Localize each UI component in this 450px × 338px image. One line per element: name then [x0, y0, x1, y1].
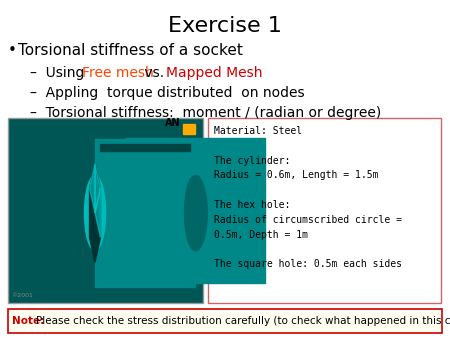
Bar: [8, 118, 203, 303]
Polygon shape: [95, 188, 100, 238]
Ellipse shape: [183, 175, 207, 251]
Text: –  Appling  torque distributed  on nodes: – Appling torque distributed on nodes: [30, 86, 305, 100]
Polygon shape: [90, 164, 95, 213]
Text: AN: AN: [165, 118, 180, 128]
Polygon shape: [100, 144, 190, 151]
Text: •: •: [8, 43, 17, 58]
Text: ©2001: ©2001: [11, 293, 33, 298]
Bar: [208, 118, 441, 303]
Polygon shape: [125, 138, 265, 283]
Polygon shape: [95, 139, 195, 287]
Text: Exercise 1: Exercise 1: [168, 16, 282, 36]
Text: Mapped Mesh: Mapped Mesh: [166, 66, 262, 80]
Text: Please check the stress distribution carefully (to check what happened in this c: Please check the stress distribution car…: [36, 316, 450, 326]
Text: vs.: vs.: [140, 66, 168, 80]
Ellipse shape: [184, 176, 206, 250]
Text: –  Torsional stiffness:  moment / (radian or degree): – Torsional stiffness: moment / (radian …: [30, 106, 381, 120]
Bar: [183, 124, 195, 134]
Text: Free mesh: Free mesh: [82, 66, 154, 80]
Text: –  Using: – Using: [30, 66, 89, 80]
Text: Note:: Note:: [12, 316, 44, 326]
Text: Torsional stiffness of a socket: Torsional stiffness of a socket: [18, 43, 243, 58]
Bar: [8, 309, 442, 333]
Polygon shape: [90, 164, 100, 262]
Polygon shape: [95, 164, 100, 213]
Text: Material: Steel

The cylinder:
Radius = 0.6m, Length = 1.5m

The hex hole:
Radiu: Material: Steel The cylinder: Radius = 0…: [214, 126, 402, 269]
Ellipse shape: [85, 176, 105, 250]
